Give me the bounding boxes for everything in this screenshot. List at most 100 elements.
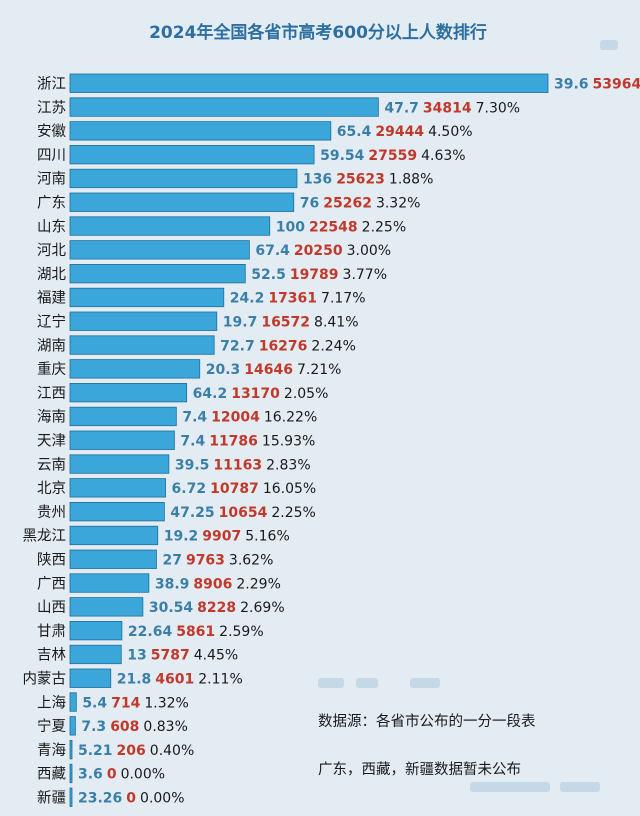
value-label-score: 7.3 [81, 719, 106, 735]
value-label-count: 0 [126, 791, 136, 807]
value-label-count: 20250 [294, 243, 343, 259]
value-label-count: 10787 [210, 481, 259, 497]
value-label-count: 25623 [336, 172, 385, 188]
value-label: 20.3 14646 7.21% [206, 362, 342, 378]
category-label: 贵州 [37, 504, 66, 521]
category-label: 山东 [37, 218, 66, 235]
value-label-count: 14646 [244, 362, 293, 378]
value-label-count: 206 [117, 743, 146, 759]
value-label-count: 11786 [209, 434, 258, 450]
value-label-percent: 2.29% [236, 576, 280, 592]
bar-14 [69, 406, 177, 427]
value-label-percent: 2.25% [362, 219, 406, 235]
value-label-percent: 2.25% [271, 505, 315, 521]
category-label: 吉林 [37, 647, 66, 664]
bar-11 [69, 335, 215, 355]
value-label-count: 16572 [261, 315, 310, 331]
value-label-score: 39.5 [175, 457, 210, 473]
bar-27 [69, 716, 76, 736]
value-label-score: 5.21 [78, 743, 113, 759]
value-label-score: 3.6 [78, 767, 103, 783]
value-label-percent: 7.21% [297, 362, 341, 378]
value-label: 30.54 8228 2.69% [149, 600, 285, 616]
bar-19 [69, 525, 159, 546]
value-label-count: 608 [110, 719, 139, 735]
value-label-score: 27 [162, 553, 181, 569]
value-label-percent: 16.05% [263, 481, 316, 497]
value-label-percent: 2.59% [219, 624, 263, 640]
value-label-percent: 7.17% [321, 291, 365, 307]
value-label-count: 53964 [593, 77, 640, 93]
value-label-percent: 3.32% [376, 196, 420, 212]
category-label: 浙江 [37, 76, 66, 93]
bars-group [69, 73, 549, 807]
bar-20 [69, 549, 157, 569]
value-label-score: 65.4 [337, 124, 372, 140]
value-label: 65.4 29444 4.50% [337, 124, 473, 140]
category-label: 四川 [37, 148, 66, 164]
category-label: 云南 [37, 456, 66, 473]
bar-29 [69, 763, 73, 784]
value-label-score: 30.54 [149, 600, 194, 616]
value-label-score: 23.26 [78, 791, 122, 807]
value-label-score: 52.5 [251, 267, 286, 283]
value-label: 52.5 19789 3.77% [251, 267, 387, 283]
category-label: 湖北 [37, 266, 66, 283]
value-label-score: 20.3 [206, 362, 241, 378]
value-label-count: 22548 [309, 219, 358, 235]
value-label-count: 25262 [323, 196, 372, 212]
value-label-count: 0 [107, 767, 117, 783]
value-label: 5.4 714 1.32% [82, 695, 189, 711]
value-label: 21.8 4601 2.11% [117, 672, 243, 688]
bar-18 [69, 501, 165, 522]
value-label-score: 47.25 [170, 505, 214, 521]
value-label: 3.6 0 0.00% [78, 767, 165, 783]
category-label: 重庆 [37, 361, 66, 378]
value-label: 64.2 13170 2.05% [193, 386, 329, 402]
value-label-percent: 1.88% [389, 172, 433, 188]
value-label: 136 25623 1.88% [303, 172, 433, 188]
value-label-percent: 16.22% [264, 410, 317, 426]
bar-23 [69, 621, 123, 641]
value-label-score: 21.8 [117, 672, 152, 688]
value-label-score: 38.9 [155, 576, 190, 592]
bar-30 [69, 787, 73, 807]
bar-10 [69, 311, 218, 331]
value-label-score: 67.4 [255, 243, 290, 259]
bar-22 [69, 597, 144, 617]
value-label: 72.7 16276 2.24% [220, 338, 356, 354]
bar-0 [69, 73, 549, 93]
value-label-count: 4601 [155, 672, 194, 688]
category-label: 湖南 [37, 337, 66, 354]
category-label: 北京 [37, 480, 66, 497]
category-label: 西藏 [37, 766, 66, 783]
value-label-score: 22.64 [128, 624, 173, 640]
category-label: 海南 [37, 409, 66, 426]
value-label: 24.2 17361 7.17% [230, 291, 366, 307]
bar-2 [69, 121, 332, 141]
value-label: 38.9 8906 2.29% [155, 576, 281, 592]
value-label-count: 11163 [213, 457, 262, 473]
category-label: 河南 [37, 171, 66, 188]
category-label: 青海 [37, 742, 66, 759]
value-label-percent: 2.11% [198, 672, 242, 688]
value-label-score: 19.7 [223, 315, 258, 331]
value-label: 47.25 10654 2.25% [170, 505, 316, 521]
bar-12 [69, 359, 201, 379]
bar-3 [69, 144, 315, 165]
value-label-count: 19789 [290, 267, 339, 283]
value-label: 47.7 34814 7.30% [384, 100, 520, 116]
value-label-count: 8906 [193, 576, 232, 592]
value-label-count: 9763 [186, 553, 225, 569]
bar-5 [69, 192, 295, 212]
value-label-count: 8228 [197, 600, 236, 616]
value-label-percent: 2.05% [284, 386, 328, 402]
value-label-score: 136 [303, 172, 332, 188]
category-labels: 浙江江苏安徽四川河南广东山东河北湖北福建辽宁湖南重庆江西海南天津云南北京贵州黑龙… [23, 76, 67, 807]
value-label-count: 714 [111, 695, 140, 711]
value-label-percent: 3.00% [347, 243, 391, 259]
bar-4 [69, 168, 298, 189]
bar-8 [69, 263, 246, 284]
value-label: 5.21 206 0.40% [78, 743, 194, 759]
